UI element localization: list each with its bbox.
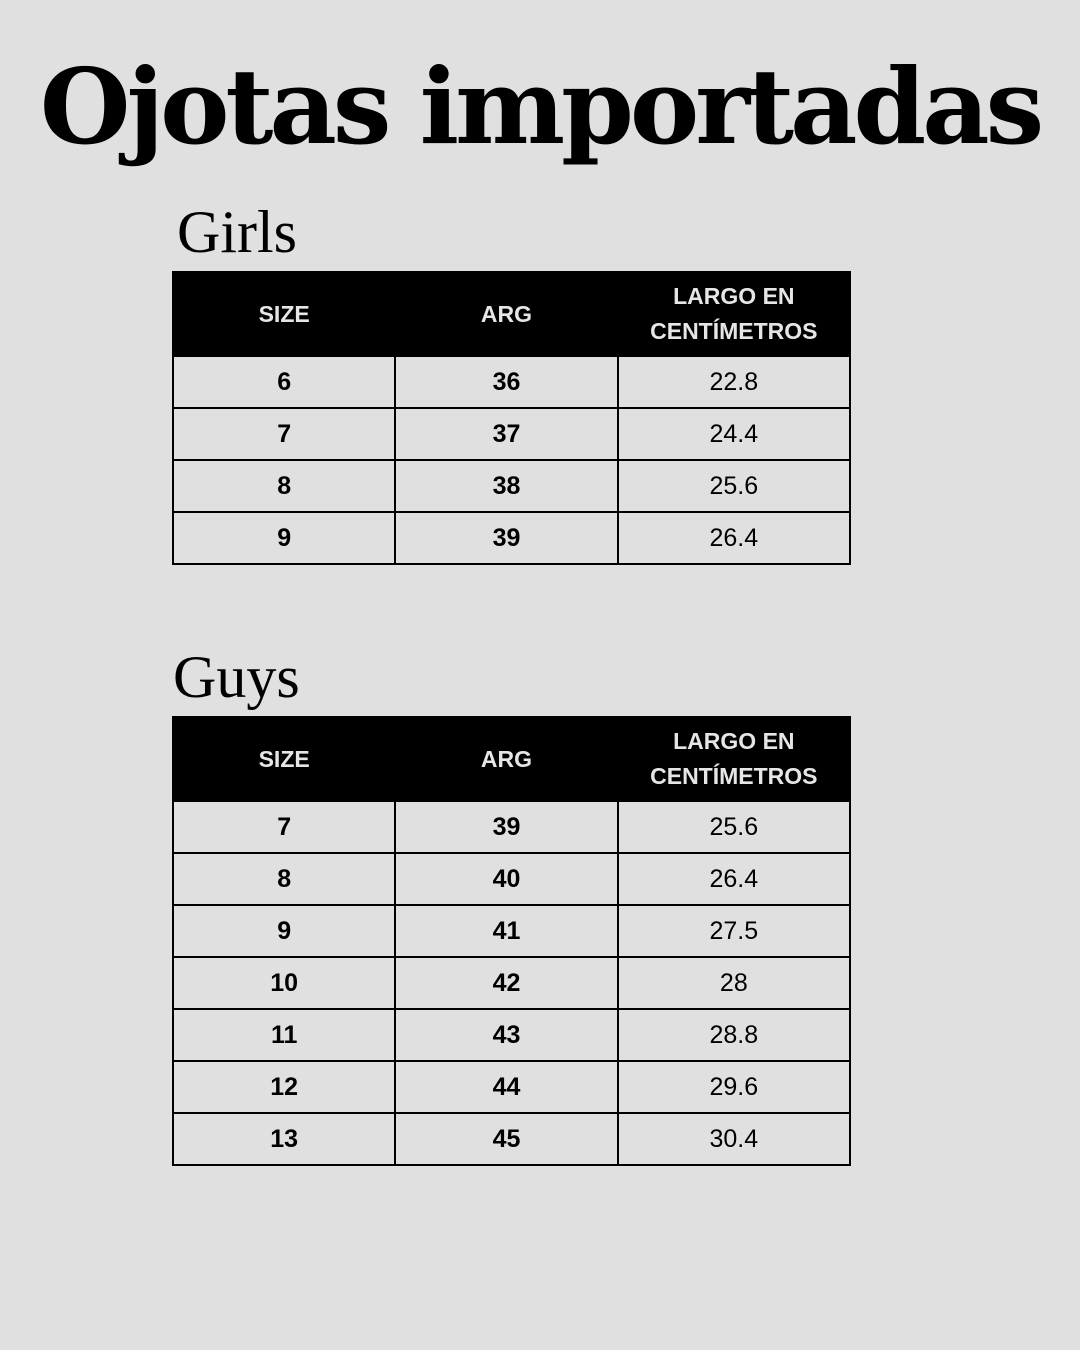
arg-cell: 36 (394, 355, 619, 409)
guys-size-table: SIZE ARG LARGO EN CENTÍMETROS 7 39 25.6 8 40 2… (171, 716, 852, 1166)
size-cell: 7 (171, 800, 397, 854)
column-header-size: SIZE (171, 271, 397, 357)
page-title: Ojotas importadas (39, 45, 1044, 168)
arg-cell: 37 (394, 407, 619, 461)
arg-cell: 42 (394, 956, 619, 1010)
length-cell: 30.4 (616, 1112, 852, 1166)
length-cell: 22.8 (616, 355, 852, 409)
table-row: 8 38 25.6 (171, 459, 852, 513)
arg-cell: 44 (394, 1060, 619, 1114)
table-row: 10 42 28 (171, 956, 852, 1010)
size-cell: 10 (171, 956, 397, 1010)
length-cell: 26.4 (616, 511, 852, 565)
size-cell: 13 (171, 1112, 397, 1166)
length-cell: 24.4 (616, 407, 852, 461)
column-header-size: SIZE (171, 716, 397, 802)
table-row: 8 40 26.4 (171, 852, 852, 906)
table-row: 13 45 30.4 (171, 1112, 852, 1166)
column-header-arg: ARG (394, 271, 619, 357)
table-row: 6 36 22.8 (171, 355, 852, 409)
girls-size-table: SIZE ARG LARGO EN CENTÍMETROS 6 36 22.8 7 37 2… (171, 271, 852, 565)
arg-cell: 38 (394, 459, 619, 513)
length-cell: 26.4 (616, 852, 852, 906)
table-row: 9 39 26.4 (171, 511, 852, 565)
length-cell: 28.8 (616, 1008, 852, 1062)
length-cell: 25.6 (616, 459, 852, 513)
size-cell: 9 (171, 511, 397, 565)
column-header-arg: ARG (394, 716, 619, 802)
table-row: 12 44 29.6 (171, 1060, 852, 1114)
size-cell: 6 (171, 355, 397, 409)
size-cell: 9 (171, 904, 397, 958)
length-cell: 28 (616, 956, 852, 1010)
table-row: 9 41 27.5 (171, 904, 852, 958)
length-cell: 29.6 (616, 1060, 852, 1114)
length-cell: 27.5 (616, 904, 852, 958)
table-header-row: SIZE ARG LARGO EN CENTÍMETROS (171, 716, 852, 802)
arg-cell: 39 (394, 800, 619, 854)
size-cell: 8 (171, 852, 397, 906)
table-row: 11 43 28.8 (171, 1008, 852, 1062)
length-cell: 25.6 (616, 800, 852, 854)
arg-cell: 43 (394, 1008, 619, 1062)
table-row: 7 37 24.4 (171, 407, 852, 461)
size-cell: 11 (171, 1008, 397, 1062)
column-header-length: LARGO EN CENTÍMETROS (616, 716, 852, 802)
arg-cell: 39 (394, 511, 619, 565)
arg-cell: 41 (394, 904, 619, 958)
column-header-length: LARGO EN CENTÍMETROS (616, 271, 852, 357)
table-header-row: SIZE ARG LARGO EN CENTÍMETROS (171, 271, 852, 357)
arg-cell: 40 (394, 852, 619, 906)
size-cell: 7 (171, 407, 397, 461)
girls-heading: Girls (177, 199, 297, 265)
guys-heading: Guys (173, 644, 300, 710)
table-row: 7 39 25.6 (171, 800, 852, 854)
arg-cell: 45 (394, 1112, 619, 1166)
size-cell: 8 (171, 459, 397, 513)
size-cell: 12 (171, 1060, 397, 1114)
